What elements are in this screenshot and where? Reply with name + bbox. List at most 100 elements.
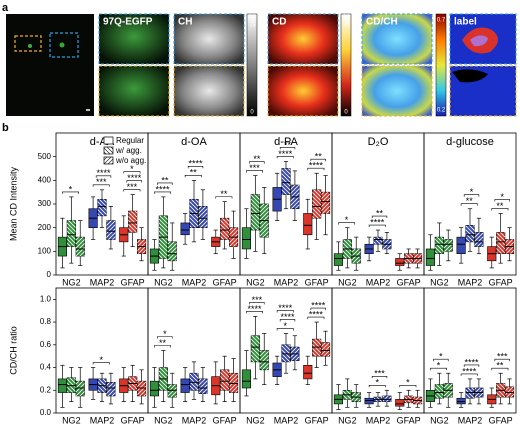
x-tick-label: GFAP [489, 277, 513, 287]
significance-label: ** [161, 175, 169, 185]
x-tick-label: NG2 [62, 415, 81, 425]
significance-bracket [371, 375, 388, 379]
group-title: D₂O [368, 136, 389, 148]
box [180, 378, 190, 393]
significance-bracket [95, 175, 112, 178]
x-tick-label: GFAP [213, 415, 237, 425]
panel-b-plots: d-AANG2*MAP2*******GFAP********d-OANG2**… [8, 132, 517, 425]
x-tick-label: GFAP [397, 277, 421, 287]
box [259, 350, 269, 371]
significance-bracket [126, 180, 142, 183]
significance-label: **** [156, 184, 171, 194]
significance-label: **** [370, 217, 385, 227]
colorbar [435, 13, 447, 117]
significance-label: **** [278, 303, 293, 313]
box [465, 225, 475, 243]
significance-bracket [310, 158, 326, 162]
colorbar-min: 0 [344, 110, 348, 116]
significance-bracket [494, 358, 510, 362]
significance-bracket [460, 203, 478, 206]
x-tick-label: MAP2 [90, 277, 115, 287]
significance-label: * [345, 215, 349, 225]
y-axis-label: Mean CD Intensity [8, 166, 18, 241]
colorbar-max: 1800 [248, 13, 254, 27]
x-tick-label: GFAP [397, 415, 421, 425]
significance-bracket [368, 224, 386, 228]
significance-bracket [249, 161, 265, 164]
legend-swatch [103, 136, 114, 145]
label-region [452, 69, 488, 83]
box [180, 222, 190, 236]
x-tick-label: MAP2 [366, 415, 391, 425]
significance-label: **** [309, 161, 324, 171]
box [220, 369, 230, 391]
box [97, 198, 107, 217]
box [149, 380, 159, 397]
significance-label: **** [465, 357, 480, 367]
box [241, 227, 251, 250]
image-label: CD/CH [366, 17, 398, 28]
significance-bracket [338, 222, 355, 225]
x-tick-label: NG2 [430, 277, 449, 287]
colorbar-max: 0.7 [437, 18, 446, 24]
box [333, 253, 343, 266]
significance-bracket [463, 364, 480, 367]
significance-bracket [92, 362, 110, 365]
x-tick-label: NG2 [246, 277, 265, 287]
box [189, 372, 199, 391]
x-tick-label: GFAP [305, 277, 329, 287]
significance-label: * [99, 355, 103, 365]
significance-label: ** [190, 168, 198, 178]
box [456, 397, 466, 405]
significance-label: * [470, 187, 474, 197]
significance-label: **** [311, 300, 326, 310]
significance-bracket [249, 302, 265, 305]
significance-label: *** [249, 163, 260, 173]
significance-label: ** [284, 140, 292, 150]
significance-label: *** [96, 177, 107, 187]
y-tick-label: 0 [47, 270, 52, 279]
x-tick-label: GFAP [489, 415, 513, 425]
box [395, 399, 405, 407]
x-tick-label: NG2 [338, 415, 357, 425]
significance-bracket [123, 189, 141, 192]
x-tick-label: NG2 [62, 277, 81, 287]
significance-label: * [130, 164, 134, 174]
x-tick-label: NG2 [338, 277, 357, 287]
box [434, 236, 444, 254]
significance-label: * [437, 361, 441, 371]
box [198, 378, 208, 394]
significance-label: *** [127, 182, 138, 192]
x-tick-label: NG2 [430, 415, 449, 425]
y-tick-label: 100 [38, 246, 52, 255]
significance-bracket [276, 328, 294, 331]
colorbar-min: 0.2 [437, 108, 446, 114]
significance-label: ** [496, 361, 504, 371]
significance-bracket [399, 384, 417, 388]
significance-bracket [368, 384, 386, 388]
zoom-box [49, 32, 79, 58]
significance-bracket [62, 191, 79, 194]
image [267, 13, 339, 65]
box [312, 338, 322, 357]
image [98, 13, 170, 65]
legend-swatch [103, 146, 114, 155]
box [66, 377, 76, 393]
image-label: label [454, 17, 477, 28]
significance-label: ** [376, 208, 384, 218]
image [173, 13, 245, 65]
x-tick-label: GFAP [121, 277, 145, 287]
y-axis-label: CD/CH ratio [8, 326, 18, 375]
x-tick-label: NG2 [154, 415, 173, 425]
significance-bracket [276, 310, 294, 313]
significance-bracket [157, 336, 173, 339]
significance-label: * [283, 321, 287, 331]
image [361, 65, 433, 117]
significance-label: **** [127, 173, 142, 183]
x-tick-label: MAP2 [90, 415, 115, 425]
significance-label: **** [281, 312, 296, 322]
significance-bracket [215, 196, 233, 199]
significance-label: ** [315, 152, 323, 162]
significance-label: * [163, 329, 167, 339]
